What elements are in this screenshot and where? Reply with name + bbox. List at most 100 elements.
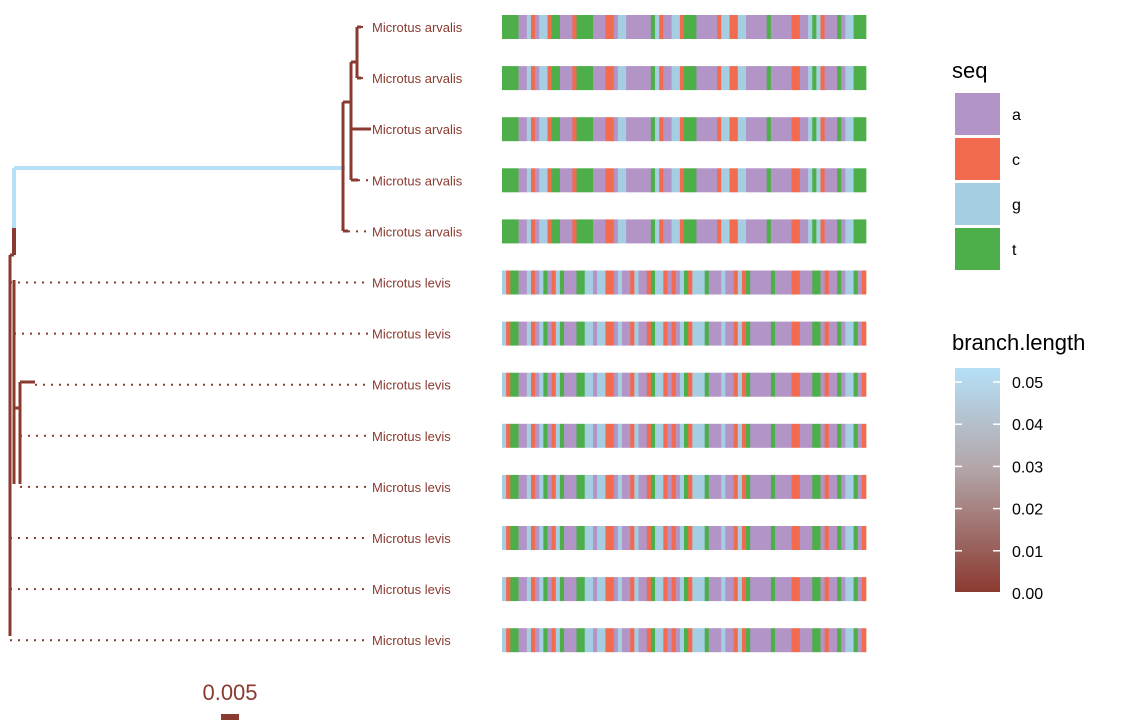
alignment-cell <box>841 15 846 39</box>
alignment-cell <box>857 474 863 499</box>
alignment-cell <box>828 219 834 244</box>
alignment-cell <box>588 168 594 193</box>
alignment-cell <box>845 628 850 653</box>
alignment-cell <box>766 372 772 397</box>
alignment-cell <box>551 270 557 295</box>
alignment-cell <box>766 117 772 142</box>
alignment-cell <box>853 168 859 193</box>
alignment-cell <box>671 66 677 91</box>
alignment-cell <box>708 270 714 295</box>
alignment-cell <box>824 15 830 39</box>
alignment-cell <box>775 321 780 346</box>
alignment-cell <box>667 577 672 602</box>
alignment-cell <box>741 66 747 91</box>
alignment-cell <box>754 270 759 295</box>
alignment-cell <box>679 15 685 39</box>
alignment-cell <box>841 321 846 346</box>
alignment-cell <box>741 577 747 602</box>
alignment-cell <box>692 117 697 142</box>
alignment-cell <box>812 66 817 91</box>
alignment-cell <box>535 474 540 499</box>
alignment-cell <box>601 66 606 91</box>
alignment-cell <box>861 15 867 39</box>
alignment-cell <box>667 628 672 653</box>
alignment-cell <box>502 526 507 550</box>
alignment-cell <box>555 321 561 346</box>
alignment-cell <box>816 628 821 653</box>
alignment-cell <box>684 628 689 653</box>
alignment-cell <box>597 321 602 346</box>
alignment-cell <box>584 628 590 653</box>
alignment-cell <box>737 372 743 397</box>
alignment-cell <box>588 628 594 653</box>
alignment-cell <box>684 66 689 91</box>
scale-bar: 0.005 <box>202 680 258 720</box>
alignment-cell <box>857 270 863 295</box>
alignment-cell <box>770 270 776 295</box>
alignment-cell <box>808 526 813 550</box>
alignment-cell <box>663 66 668 91</box>
alignment-cell <box>626 372 631 397</box>
colorbar-tick-label: 0.05 <box>1012 375 1043 392</box>
alignment-cell <box>588 219 594 244</box>
alignment-cell <box>518 474 524 499</box>
alignment-cell <box>580 66 586 91</box>
alignment-cell <box>791 270 797 295</box>
alignment-cell <box>853 423 859 448</box>
alignment-cell <box>547 66 552 91</box>
alignment-row <box>502 66 867 91</box>
alignment-cell <box>671 474 677 499</box>
alignment-cell <box>841 168 846 193</box>
alignment-cell <box>568 474 573 499</box>
alignment-cell <box>828 321 834 346</box>
alignment-cell <box>700 66 706 91</box>
alignment-cell <box>808 321 813 346</box>
alignment-cell <box>762 372 768 397</box>
alignment-cell <box>684 577 689 602</box>
alignment-cell <box>597 270 602 295</box>
alignment-cell <box>704 117 710 142</box>
alignment-cell <box>857 628 863 653</box>
tip-labels: Microtus arvalis Microtus arvalis Microtus… <box>372 20 463 648</box>
alignment-cell <box>816 372 821 397</box>
alignment-cell <box>543 423 548 448</box>
alignment-cell <box>535 15 540 39</box>
alignment-cell <box>609 168 615 193</box>
alignment-cell <box>671 577 677 602</box>
alignment-cell <box>522 219 528 244</box>
alignment-cell <box>551 628 557 653</box>
alignment-cell <box>580 423 586 448</box>
alignment-cell <box>684 117 689 142</box>
alignment-cell <box>729 628 734 653</box>
alignment-cell <box>555 526 561 550</box>
alignment-cell <box>613 474 619 499</box>
alignment-cell <box>766 270 772 295</box>
alignment-cell <box>588 577 594 602</box>
alignment-cell <box>617 526 623 550</box>
alignment-cell <box>609 577 615 602</box>
tip-label: Microtus arvalis <box>372 173 463 188</box>
alignment-cell <box>634 270 639 295</box>
alignment-cell <box>688 321 693 346</box>
alignment-cell <box>820 321 825 346</box>
alignment-cell <box>837 628 842 653</box>
alignment-row <box>502 474 867 499</box>
alignment-cell <box>675 168 681 193</box>
alignment-cell <box>675 66 681 91</box>
alignment-cell <box>617 474 623 499</box>
alignment-cell <box>857 372 863 397</box>
alignment-cell <box>849 15 854 39</box>
alignment-cell <box>766 168 772 193</box>
alignment-cell <box>617 219 623 244</box>
alignment-cell <box>816 168 821 193</box>
alignment-cell <box>721 15 726 39</box>
alignment-cell <box>770 372 776 397</box>
alignment-cell <box>539 117 544 142</box>
alignment-cell <box>638 628 643 653</box>
alignment-cell <box>857 168 863 193</box>
alignment-cell <box>506 372 511 397</box>
alignment-cell <box>646 117 652 142</box>
alignment-cell <box>502 372 507 397</box>
alignment-cell <box>551 474 557 499</box>
alignment-cell <box>820 168 825 193</box>
